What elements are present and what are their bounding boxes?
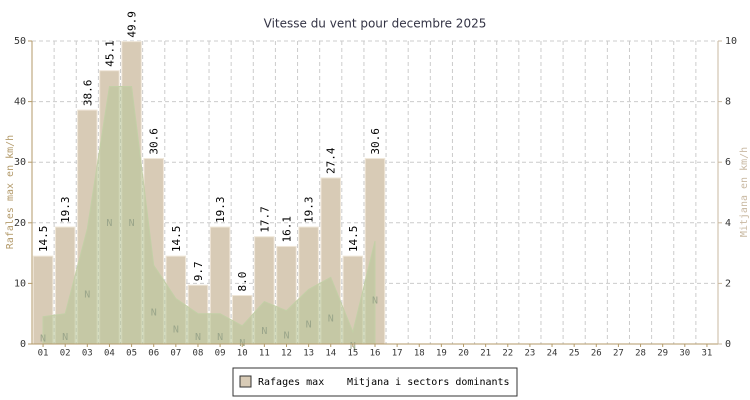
x-tick-label: 13: [303, 349, 314, 359]
y2-tick-label: 8: [725, 97, 731, 108]
x-tick-label: 27: [613, 349, 624, 359]
value-label: 14.5: [347, 226, 360, 253]
sector-label: N: [84, 289, 90, 300]
y2-tick-label: 6: [725, 157, 731, 168]
sector-label: N: [283, 330, 289, 341]
x-tick-label: 23: [524, 349, 535, 359]
value-label: 19.3: [303, 197, 316, 224]
x-tick-label: 11: [259, 349, 270, 359]
value-label: 45.1: [103, 40, 116, 67]
y-tick-label: 40: [14, 97, 26, 108]
legend-box: [232, 367, 518, 397]
sector-label: N: [261, 326, 267, 337]
value-label: 30.6: [148, 128, 161, 155]
x-tick-label: 20: [458, 349, 469, 359]
sector-label: N: [217, 332, 223, 343]
value-label: 17.7: [258, 206, 271, 233]
x-tick-label: 22: [502, 349, 513, 359]
x-tick-label: 15: [347, 349, 358, 359]
x-tick-label: 04: [104, 349, 115, 359]
x-tick-label: 10: [237, 349, 248, 359]
value-label: 30.6: [369, 128, 382, 155]
y2-tick-label: 10: [725, 36, 737, 47]
legend-label: Rafages max: [258, 377, 324, 388]
y2-axis-label: Mitjana en km/h: [739, 147, 750, 237]
x-tick-label: 05: [126, 349, 137, 359]
sector-label: N: [328, 314, 334, 325]
x-tick-label: 16: [370, 349, 381, 359]
legend-swatch: [239, 375, 252, 388]
legend-label: Mitjana i sectors dominants: [347, 377, 510, 388]
value-label: 19.3: [59, 197, 72, 224]
x-tick-label: 26: [591, 349, 602, 359]
x-tick-label: 08: [193, 349, 204, 359]
sector-label: N: [195, 332, 201, 343]
y2-tick-label: 4: [725, 218, 731, 229]
sector-label: N: [62, 332, 68, 343]
x-tick-label: 09: [215, 349, 226, 359]
sector-label: N: [239, 338, 245, 349]
value-label: 9.7: [192, 261, 205, 281]
sector-label: N: [306, 320, 312, 331]
sector-label: N: [106, 218, 112, 229]
x-tick-label: 28: [635, 349, 646, 359]
y-axis-label: Rafales max en km/h: [5, 135, 16, 249]
x-tick-label: 02: [60, 349, 71, 359]
y-tick-label: 10: [14, 278, 26, 289]
x-tick-label: 07: [170, 349, 181, 359]
sector-label: N: [372, 295, 378, 306]
x-tick-label: 30: [679, 349, 690, 359]
x-tick-label: 25: [569, 349, 580, 359]
x-tick-label: 17: [392, 349, 403, 359]
value-label: 49.9: [126, 11, 139, 38]
y-tick-label: 0: [20, 339, 26, 350]
x-tick-label: 06: [148, 349, 159, 359]
value-label: 14.5: [37, 226, 50, 253]
x-tick-label: 03: [82, 349, 93, 359]
y2-tick-label: 2: [725, 278, 731, 289]
x-tick-label: 24: [547, 349, 558, 359]
y-tick-label: 20: [14, 218, 26, 229]
sector-label: N: [40, 333, 46, 344]
value-label: 8.0: [236, 272, 249, 292]
sector-label: N: [151, 308, 157, 319]
x-tick-label: 18: [414, 349, 425, 359]
value-label: 16.1: [280, 216, 293, 243]
x-tick-label: 19: [436, 349, 447, 359]
x-tick-label: 14: [325, 349, 336, 359]
sector-label: N: [129, 218, 135, 229]
x-tick-label: 01: [38, 349, 49, 359]
y2-tick-label: 0: [725, 339, 731, 350]
value-label: 14.5: [170, 226, 183, 253]
x-tick-label: 21: [480, 349, 491, 359]
value-label: 38.6: [81, 80, 94, 107]
chart-title: Vitesse du vent pour decembre 2025: [264, 17, 487, 31]
area: [42, 85, 376, 345]
value-label: 19.3: [214, 197, 227, 224]
x-tick-label: 12: [281, 349, 292, 359]
y-tick-label: 50: [14, 36, 26, 47]
value-label: 27.4: [325, 147, 338, 174]
x-tick-label: 29: [657, 349, 668, 359]
sector-label: N: [173, 324, 179, 335]
y-tick-label: 30: [14, 157, 26, 168]
x-tick-label: 31: [702, 349, 713, 359]
